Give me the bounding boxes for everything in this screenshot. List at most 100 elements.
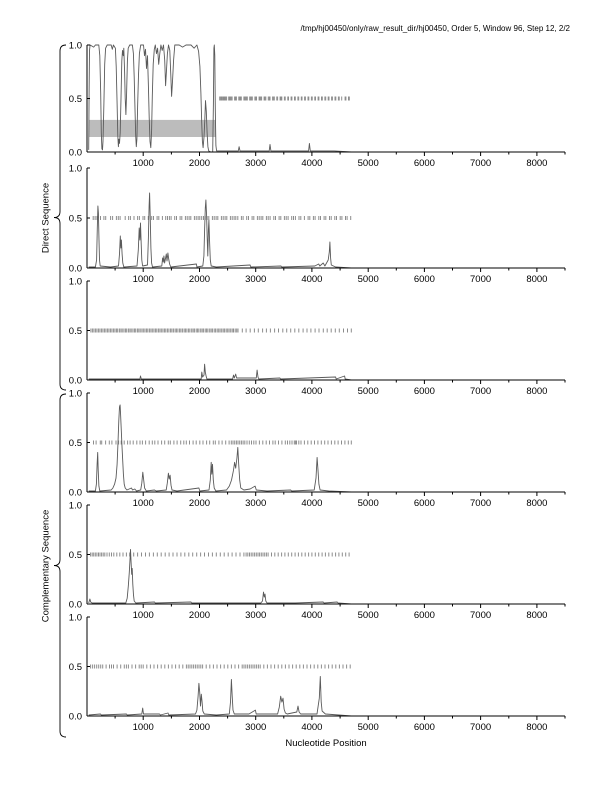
x-tick-label: 3000 — [245, 158, 266, 169]
y-tick-label: 1.0 — [69, 277, 82, 288]
y-tick-label: 0.0 — [69, 148, 82, 159]
panel-axes — [86, 280, 566, 384]
panel-tick-labels: 0.0 0.5 1.0 1000 2000 3000 4000 5000 6000 7000 800… — [69, 501, 548, 622]
orf-markers — [90, 328, 352, 333]
x-tick-label: 3000 — [245, 722, 266, 733]
group-label-complementary-sequence: Complementary Sequence — [40, 509, 52, 623]
x-tick-label: 2000 — [189, 274, 210, 285]
x-tick-label: 1000 — [133, 274, 154, 285]
x-tick-label: 5000 — [358, 498, 379, 509]
y-tick-label: 1.0 — [69, 501, 82, 512]
x-tick-label: 4000 — [301, 158, 322, 169]
y-tick-label: 0.0 — [69, 712, 82, 723]
y-tick-label: 1.0 — [69, 41, 82, 52]
x-tick-label: 6000 — [414, 498, 435, 509]
panel-tick-labels: 0.0 0.5 1.0 1000 2000 3000 4000 5000 6000 7000 800… — [69, 389, 548, 510]
orf-markers — [93, 440, 352, 445]
panel-complementary-frame-1: 0.0 0.5 1.0 1000 2000 3000 4000 5000 6000 7000 800… — [69, 389, 566, 510]
orf-markers — [219, 96, 350, 101]
panel-direct-frame-3: 0.0 0.5 1.0 1000 2000 3000 4000 5000 6000 7000 800… — [69, 277, 566, 398]
panel-axes — [86, 392, 566, 496]
x-tick-label: 7000 — [470, 386, 491, 397]
x-tick-label: 4000 — [301, 274, 322, 285]
probability-curve — [88, 675, 352, 717]
probability-curve — [88, 549, 352, 605]
x-tick-label: 5000 — [358, 158, 379, 169]
x-tick-label: 2000 — [189, 722, 210, 733]
probability-curve — [88, 404, 352, 493]
group-brace — [53, 393, 67, 738]
x-tick-label: 8000 — [526, 386, 547, 397]
y-tick-label: 0.0 — [69, 264, 82, 275]
predicted-region-band — [88, 119, 216, 137]
x-tick-label: 4000 — [301, 722, 322, 733]
x-tick-label: 7000 — [470, 274, 491, 285]
orf-markers — [92, 216, 352, 220]
x-tick-label: 6000 — [414, 386, 435, 397]
y-tick-label: 0.5 — [69, 214, 82, 225]
y-tick-label: 0.0 — [69, 600, 82, 611]
x-tick-label: 8000 — [526, 274, 547, 285]
x-tick-label: 3000 — [245, 610, 266, 621]
panel-axes — [86, 504, 566, 608]
x-tick-label: 4000 — [301, 498, 322, 509]
y-tick-label: 1.0 — [69, 613, 82, 624]
panel-complementary-frame-2: 0.0 0.5 1.0 1000 2000 3000 4000 5000 6000 7000 800… — [69, 501, 566, 622]
page-title: /tmp/hj00450/only/raw_result_dir/hj00450… — [300, 24, 571, 33]
x-tick-label: 4000 — [301, 386, 322, 397]
panel-complementary-frame-3: 0.0 0.5 1.0 1000 2000 3000 4000 5000 6000 7000 800… — [69, 613, 566, 734]
x-tick-label: 5000 — [358, 722, 379, 733]
x-tick-label: 7000 — [470, 610, 491, 621]
y-tick-label: 0.5 — [69, 662, 82, 673]
x-tick-label: 6000 — [414, 158, 435, 169]
x-tick-label: 6000 — [414, 274, 435, 285]
y-tick-label: 0.5 — [69, 94, 82, 105]
x-tick-label: 1000 — [133, 498, 154, 509]
panel-tick-labels: 0.0 0.5 1.0 1000 2000 3000 4000 5000 6000 7000 800… — [69, 613, 548, 734]
y-tick-label: 0.5 — [69, 438, 82, 449]
x-tick-label: 1000 — [133, 158, 154, 169]
y-tick-label: 0.0 — [69, 488, 82, 499]
probability-curve — [88, 192, 352, 269]
panel-tick-labels: 0.0 0.5 1.0 1000 2000 3000 4000 5000 6000 7000 800… — [69, 277, 548, 398]
x-tick-label: 8000 — [526, 158, 547, 169]
orf-markers — [90, 552, 350, 557]
x-tick-label: 5000 — [358, 274, 379, 285]
panel-tick-labels: 0.0 0.5 1.0 1000 2000 3000 4000 5000 6000 7000 800… — [69, 41, 548, 170]
x-tick-label: 4000 — [301, 610, 322, 621]
x-tick-label: 2000 — [189, 386, 210, 397]
group-brace — [53, 44, 67, 391]
x-axis-title: Nucleotide Position — [285, 738, 367, 749]
x-tick-label: 8000 — [526, 498, 547, 509]
x-tick-label: 8000 — [526, 610, 547, 621]
probability-curve — [88, 363, 352, 381]
x-tick-label: 7000 — [470, 722, 491, 733]
x-tick-label: 7000 — [470, 158, 491, 169]
x-tick-label: 3000 — [245, 274, 266, 285]
group-label-direct-sequence: Direct Sequence — [40, 182, 52, 254]
panel-axes — [86, 616, 566, 720]
x-tick-label: 1000 — [133, 610, 154, 621]
y-tick-label: 0.5 — [69, 550, 82, 561]
x-tick-label: 6000 — [414, 610, 435, 621]
orf-markers — [90, 664, 351, 669]
x-tick-label: 2000 — [189, 158, 210, 169]
x-tick-label: 2000 — [189, 498, 210, 509]
panel-direct-frame-2: 0.0 0.5 1.0 1000 2000 3000 4000 5000 6000 7000 800… — [69, 164, 566, 286]
x-tick-label: 1000 — [133, 386, 154, 397]
x-tick-label: 2000 — [189, 610, 210, 621]
panel-direct-frame-1: 0.0 0.5 1.0 1000 2000 3000 4000 5000 6000 7000 800… — [69, 41, 566, 170]
x-tick-label: 5000 — [358, 610, 379, 621]
panel-tick-labels: 0.0 0.5 1.0 1000 2000 3000 4000 5000 6000 7000 800… — [69, 164, 548, 286]
y-tick-label: 1.0 — [69, 164, 82, 175]
x-tick-label: 6000 — [414, 722, 435, 733]
y-tick-label: 0.5 — [69, 326, 82, 337]
y-tick-label: 1.0 — [69, 389, 82, 400]
x-tick-label: 1000 — [133, 722, 154, 733]
y-tick-label: 0.0 — [69, 376, 82, 387]
x-tick-label: 3000 — [245, 498, 266, 509]
x-tick-label: 7000 — [470, 498, 491, 509]
x-tick-label: 8000 — [526, 722, 547, 733]
